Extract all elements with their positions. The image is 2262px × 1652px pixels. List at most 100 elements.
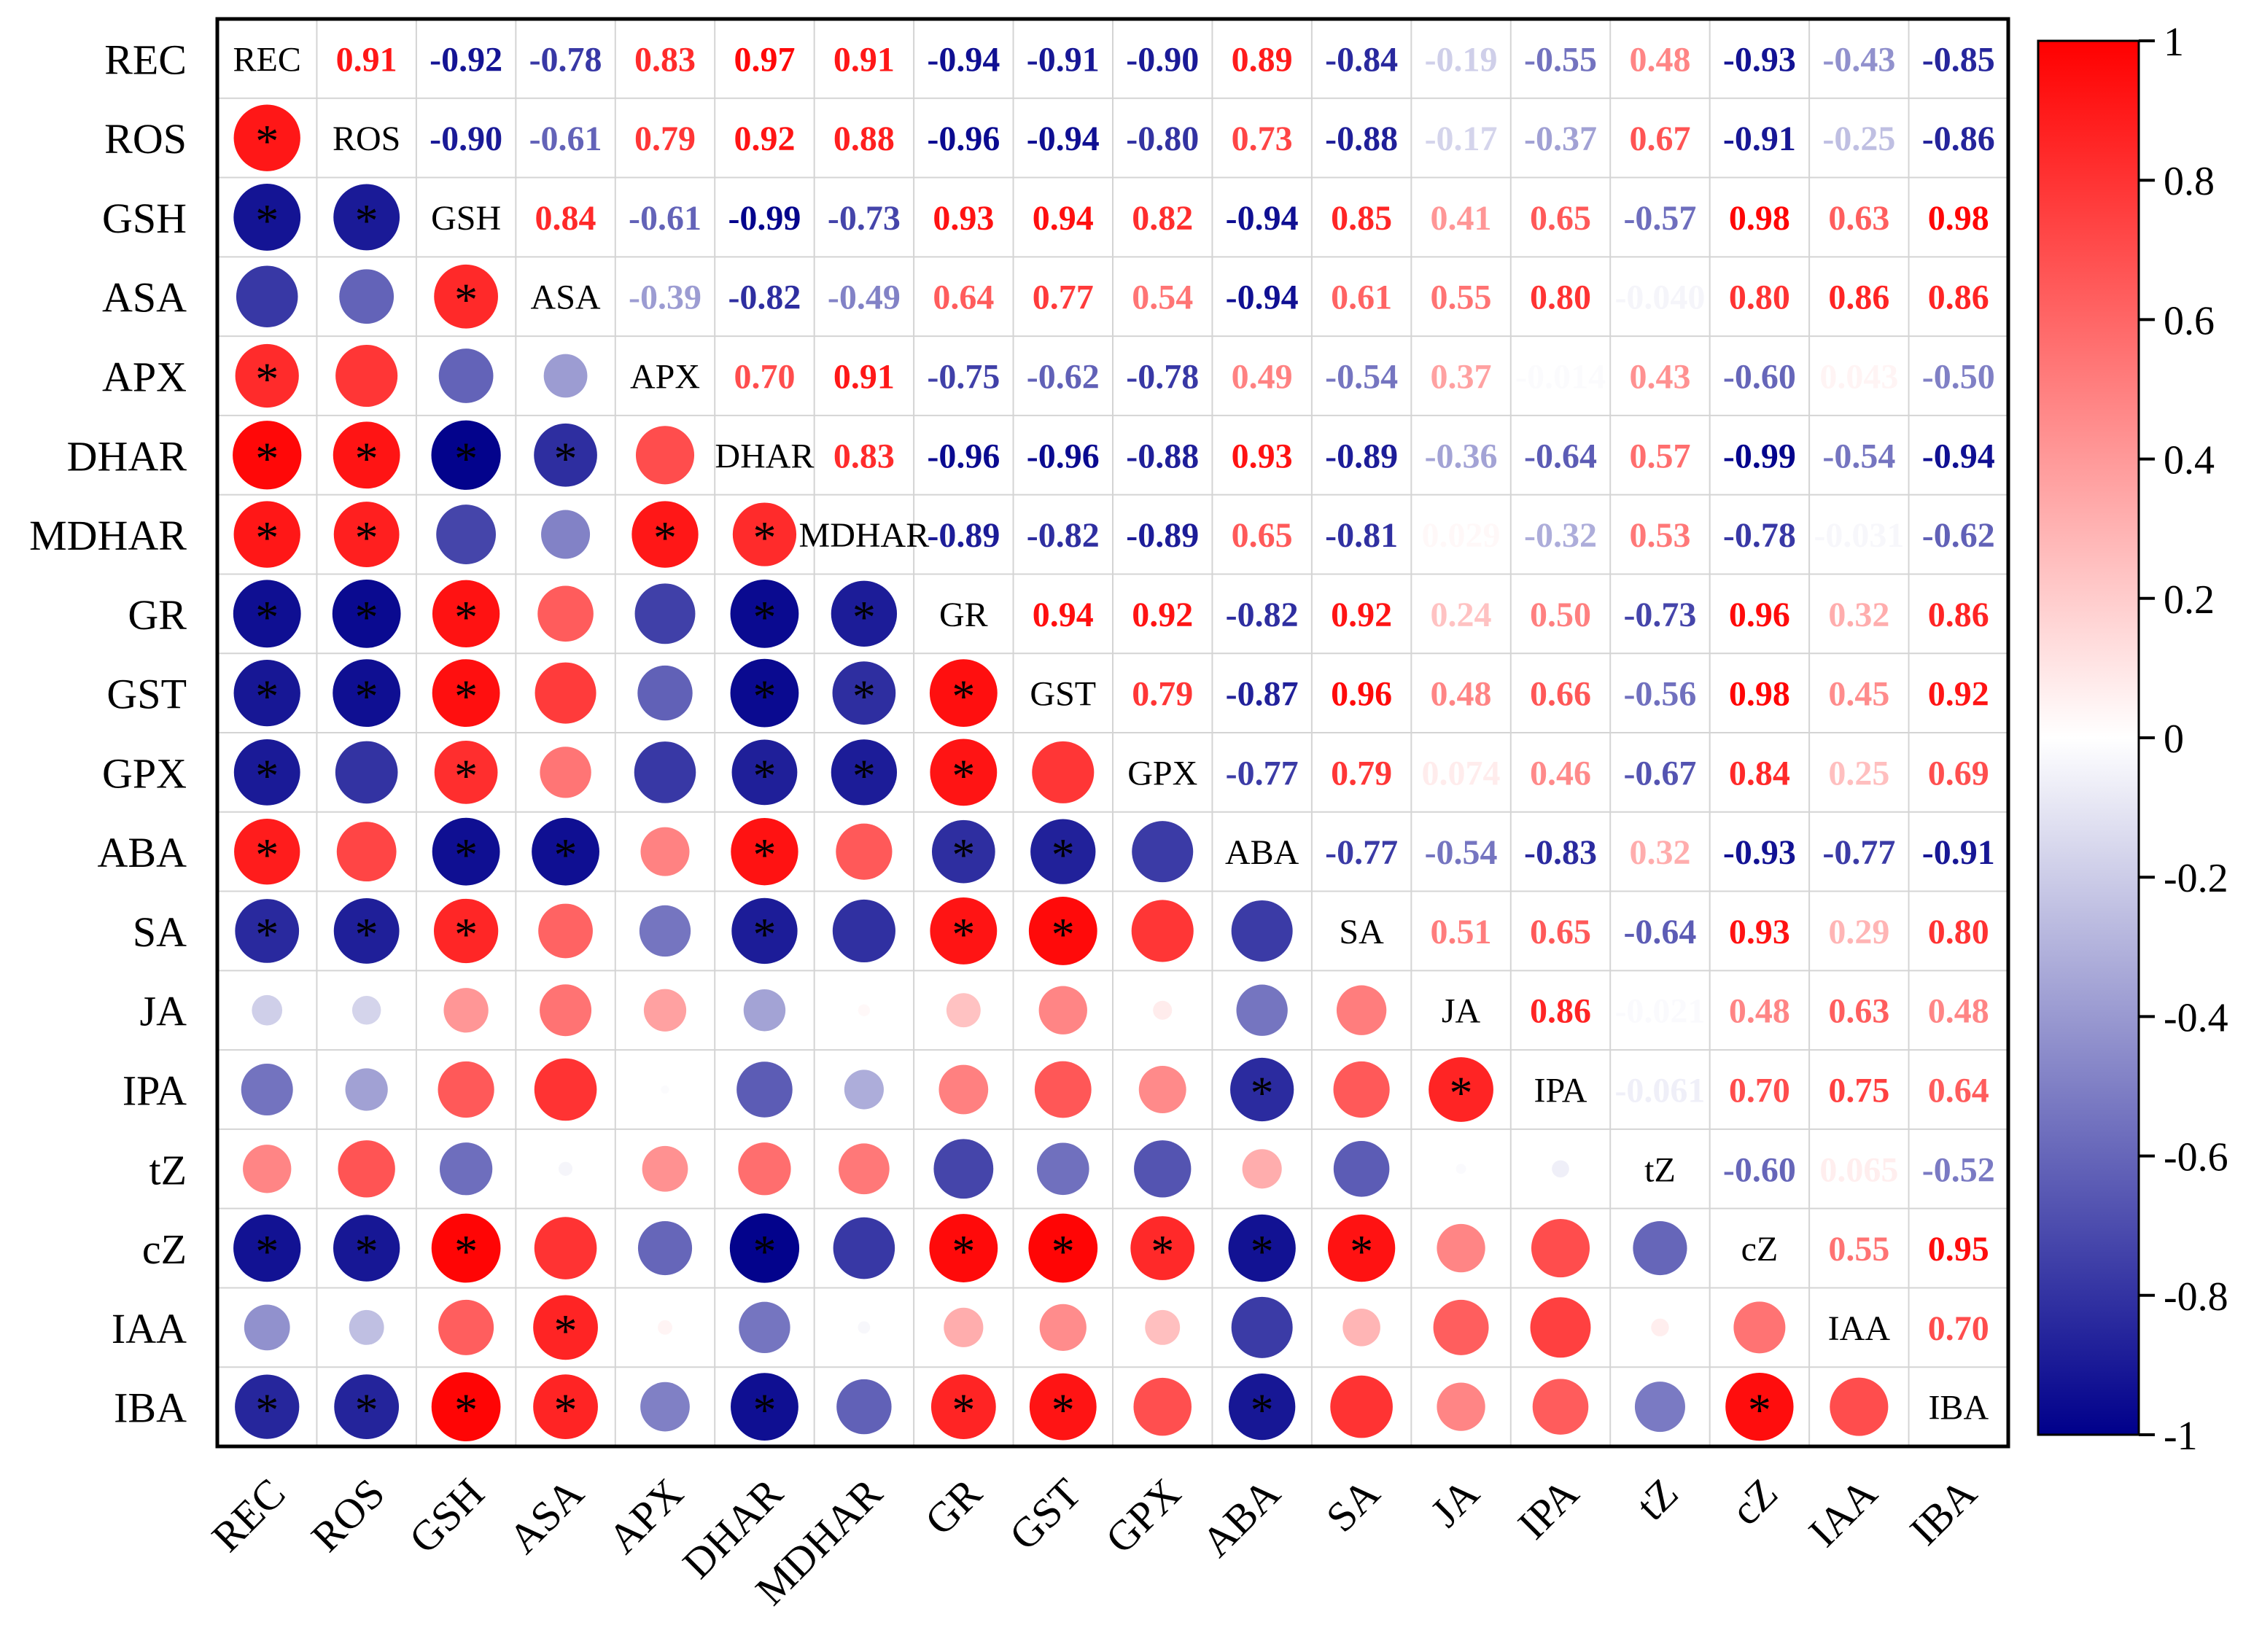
correlation-circle (233, 739, 300, 806)
colorbar-tick-label: -0.8 (2164, 1274, 2228, 1320)
significance-marker: * (454, 274, 478, 326)
correlation-value-label: 0.70 (734, 358, 795, 397)
correlation-value-label: 0.65 (1530, 913, 1591, 951)
correlation-circle (540, 984, 592, 1037)
significance-marker: * (255, 829, 279, 881)
significance-marker: * (1251, 1226, 1274, 1277)
correlation-circle (438, 1299, 494, 1355)
correlation-circle (1036, 1142, 1089, 1196)
correlation-value-label: 0.53 (1629, 516, 1690, 555)
correlation-circle (1029, 1373, 1097, 1441)
correlation-value-label: 0.79 (1132, 675, 1193, 714)
correlation-circle (351, 995, 381, 1025)
correlation-value-label: 0.94 (1033, 199, 1094, 238)
correlation-value-label: 0.029 (1422, 516, 1501, 555)
correlation-circle (433, 898, 499, 964)
correlation-value-label: -0.94 (1027, 120, 1100, 158)
correlation-value-label: 0.65 (1232, 516, 1293, 555)
correlation-value-label: -0.84 (1325, 40, 1398, 79)
significance-marker: * (554, 1384, 578, 1436)
diagonal-label: tZ (1644, 1150, 1676, 1189)
correlation-circle (658, 1320, 672, 1335)
significance-marker: * (653, 512, 677, 564)
correlation-value-label: 0.41 (1431, 199, 1492, 238)
correlation-circle (235, 899, 300, 963)
correlation-value-label: 0.92 (1928, 675, 1989, 714)
correlation-value-label: -0.75 (927, 358, 1000, 397)
correlation-value-label: 0.66 (1530, 675, 1591, 714)
correlation-circle (345, 1068, 388, 1111)
correlation-value-label: 0.79 (1331, 754, 1392, 792)
correlation-circle (743, 989, 786, 1032)
diagonal-label: SA (1339, 913, 1384, 951)
correlation-value-label: -0.78 (1126, 358, 1199, 397)
correlation-circle (338, 1140, 395, 1198)
correlation-circle (233, 184, 301, 251)
column-label: ABA (1192, 1469, 1289, 1566)
correlation-value-label: -0.83 (1524, 833, 1597, 872)
matrix-cells: REC 0.91 -0.92 -0.78 0.83 0.97 0.91 -0.94 -0.91-… (233, 40, 1995, 1441)
correlation-value-label: -0.60 (1723, 358, 1796, 397)
colorbar-tick-label: 1 (2164, 20, 2184, 65)
column-label: SA (1317, 1469, 1388, 1540)
correlation-circle (1153, 1000, 1173, 1020)
correlation-value-label: -0.19 (1425, 40, 1498, 79)
correlation-value-label: 0.96 (1729, 596, 1790, 634)
diagonal-label: IPA (1534, 1072, 1587, 1110)
correlation-circle (333, 1215, 400, 1282)
significance-marker: * (1151, 1226, 1174, 1277)
significance-marker: * (1748, 1384, 1771, 1436)
correlation-circle (1830, 1377, 1889, 1436)
correlation-value-label: 0.37 (1431, 358, 1492, 397)
correlation-value-label: -0.37 (1524, 120, 1597, 158)
correlation-circle (730, 658, 799, 728)
correlation-circle (332, 579, 401, 648)
correlation-value-label: 0.92 (734, 120, 795, 158)
correlation-circle (540, 747, 591, 798)
correlation-value-label: 0.63 (1828, 199, 1889, 238)
colorbar: 1 0.8 0.6 0.4 0.2 0 -0.2 -0.4 -0.6 -0.8 -1 (2037, 20, 2228, 1459)
correlation-circle (1327, 1214, 1396, 1282)
correlation-circle (233, 659, 300, 727)
correlation-value-label: 0.85 (1331, 199, 1392, 238)
significance-marker: * (952, 671, 975, 722)
correlation-circle (1433, 1299, 1489, 1355)
correlation-value-label: 0.75 (1828, 1072, 1889, 1110)
correlation-value-label: 0.55 (1431, 278, 1492, 317)
correlation-circle (541, 510, 591, 559)
correlation-value-label: -0.92 (430, 40, 502, 79)
correlation-circle (1333, 1061, 1390, 1118)
column-label: cZ (1722, 1469, 1787, 1534)
correlation-circle (438, 1061, 494, 1118)
correlation-circle (931, 819, 995, 884)
significance-marker: * (554, 432, 578, 484)
correlation-circle (1651, 1318, 1669, 1337)
correlation-value-label: 0.91 (833, 40, 895, 79)
correlation-value-label: -0.62 (1922, 516, 1995, 555)
significance-marker: * (554, 829, 578, 881)
significance-marker: * (355, 591, 378, 643)
correlation-circle (1231, 900, 1293, 962)
correlation-circle (1633, 1220, 1687, 1276)
correlation-circle (1039, 1304, 1087, 1351)
significance-marker: * (355, 512, 378, 564)
correlation-value-label: -0.17 (1425, 120, 1498, 158)
significance-marker: * (355, 432, 378, 484)
correlation-circle (640, 827, 690, 876)
row-label: GPX (102, 749, 187, 797)
correlation-value-label: -0.43 (1822, 40, 1895, 79)
correlation-circle (436, 504, 497, 564)
correlation-value-label: -0.55 (1524, 40, 1597, 79)
significance-marker: * (753, 1226, 776, 1277)
significance-marker: * (454, 749, 478, 801)
correlation-circle (438, 348, 494, 403)
row-label: JA (140, 988, 187, 1035)
significance-marker: * (753, 749, 776, 801)
correlation-circle (233, 104, 300, 171)
correlation-value-label: -0.49 (828, 278, 901, 317)
correlation-value-label: -0.77 (1325, 833, 1398, 872)
row-label: IPA (123, 1067, 187, 1115)
diagonal-label: IBA (1928, 1389, 1989, 1427)
correlation-circle (640, 1382, 690, 1432)
